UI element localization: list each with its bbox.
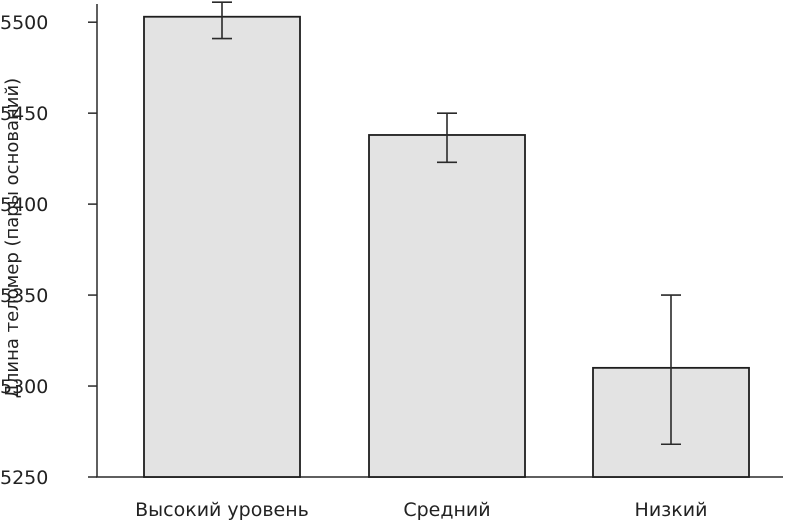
- y-tick-label: 5400: [0, 194, 48, 216]
- y-tick-label: 5250: [0, 467, 48, 489]
- y-axis-title: Длина теломер (пары оснований): [2, 78, 23, 398]
- bars-group: [143, 15, 750, 478]
- x-category-label: Средний: [403, 499, 490, 521]
- error-bars-group: [212, 1, 681, 446]
- y-tick-label: 5500: [0, 12, 48, 34]
- x-category-label: Низкий: [635, 499, 708, 521]
- x-category-label: Высокий уровень: [135, 499, 309, 521]
- bar: [143, 15, 301, 478]
- bar: [368, 134, 526, 478]
- y-tick-label: 5300: [0, 376, 48, 398]
- y-axis-ticks: 5250 5300 5350 5400 5450 5500: [0, 12, 97, 489]
- y-tick-label: 5450: [0, 103, 48, 125]
- y-tick-label: 5350: [0, 285, 48, 307]
- x-axis-categories: Высокий уровень Средний Низкий: [135, 499, 707, 521]
